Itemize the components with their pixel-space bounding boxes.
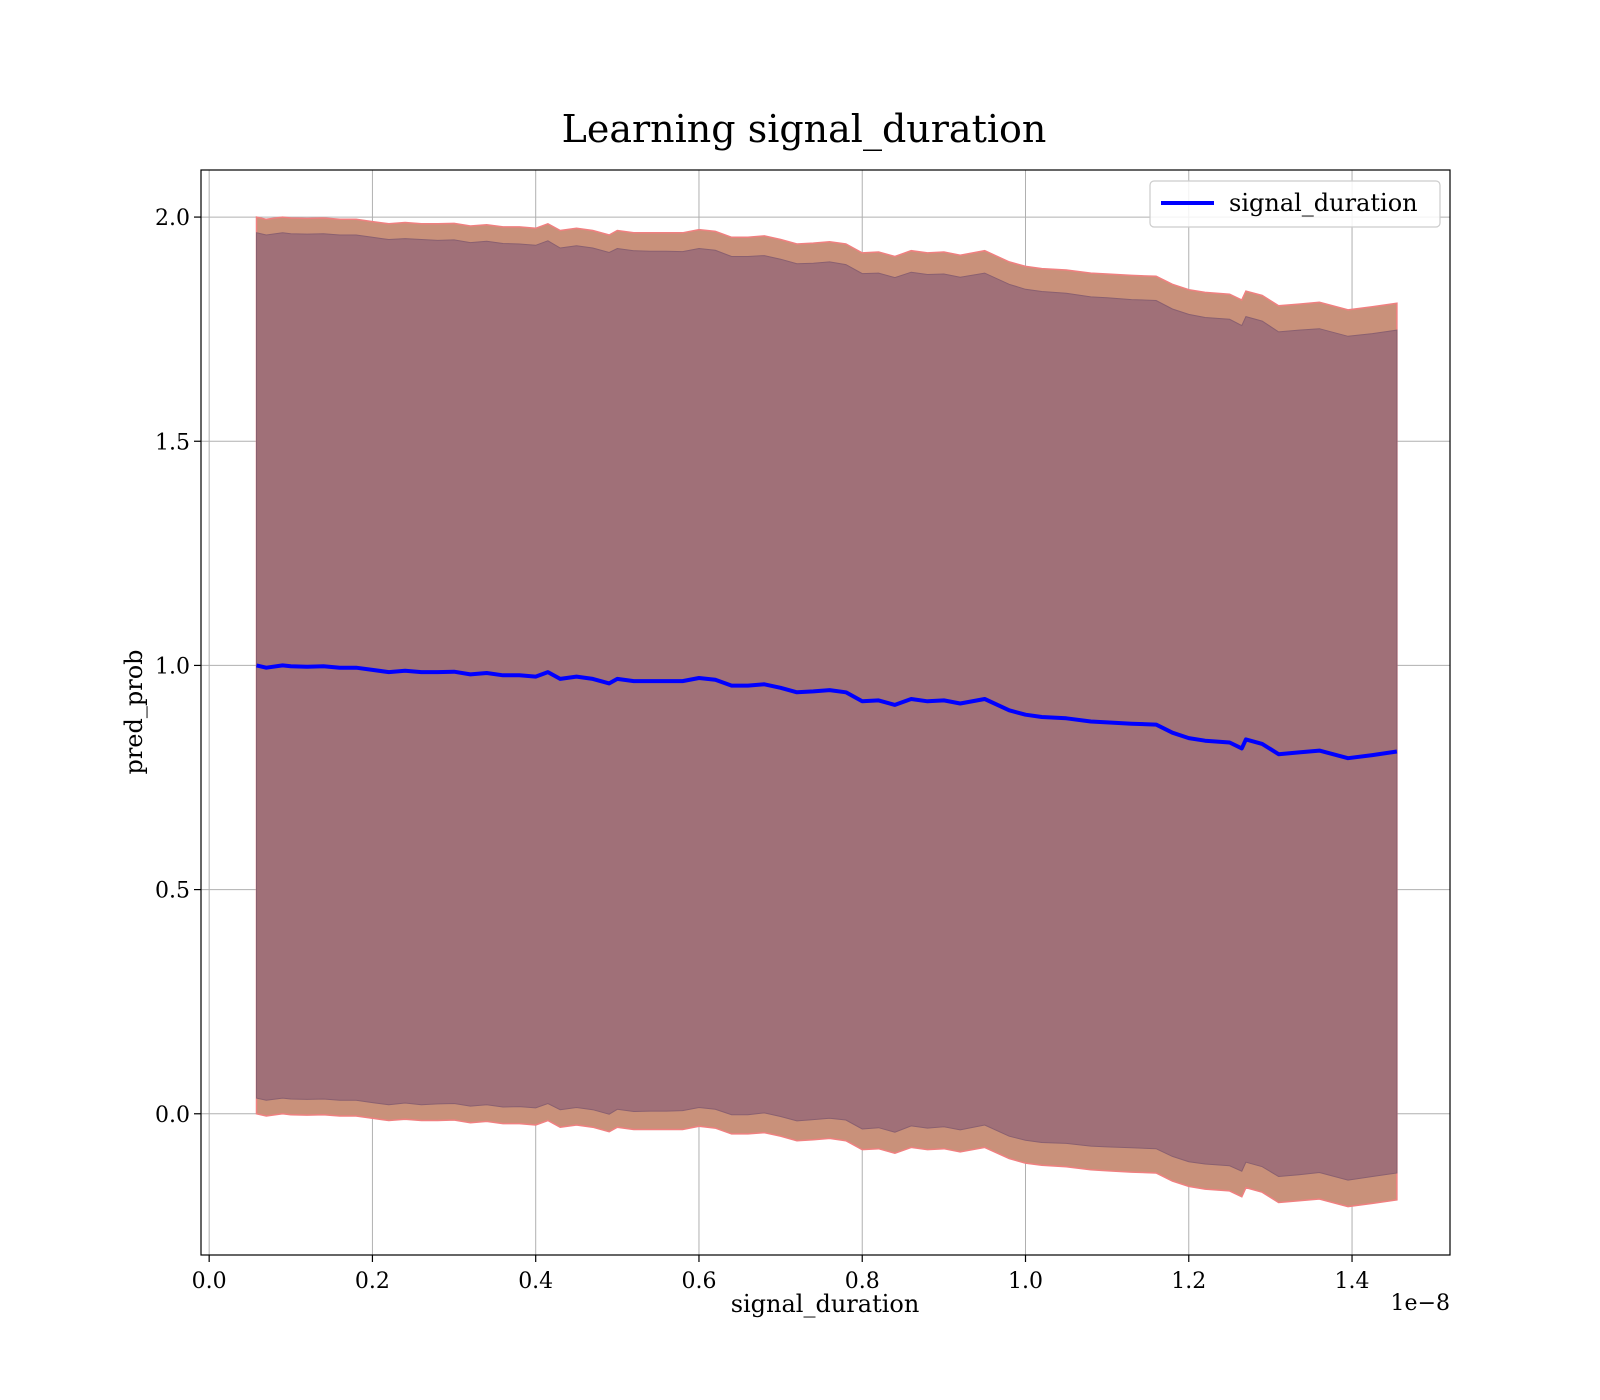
x-axis-label: signal_duration [731, 1290, 920, 1318]
x-tick-label: 1.0 [1008, 1269, 1043, 1294]
y-tick-label: 1.0 [155, 654, 190, 679]
y-tick-label: 0.0 [155, 1103, 190, 1128]
legend: signal_duration [1149, 180, 1441, 228]
x-tick-label: 0.8 [845, 1269, 880, 1294]
x-axis-ticks: 0.0 0.2 0.4 0.6 0.8 1.0 1.2 1.4 [192, 1255, 1370, 1294]
y-tick-label: 0.5 [155, 879, 190, 904]
x-axis-offset-label: 1e−8 [1391, 1291, 1450, 1316]
x-tick-label: 0.4 [518, 1269, 553, 1294]
y-tick-label: 1.5 [155, 430, 190, 455]
y-axis-label: pred_prob [120, 649, 148, 774]
series-line-signal-duration [256, 663, 1398, 761]
legend-entry-signal-duration: signal_duration [1229, 189, 1418, 217]
x-tick-label: 0.0 [192, 1269, 227, 1294]
x-tick-label: 1.4 [1335, 1269, 1370, 1294]
legend-box [1149, 180, 1441, 228]
y-tick-label: 2.0 [155, 206, 190, 231]
y-axis-ticks: 0.0 0.5 1.0 1.5 2.0 [155, 206, 201, 1128]
x-tick-label: 1.2 [1171, 1269, 1206, 1294]
x-tick-label: 0.6 [681, 1269, 716, 1294]
x-tick-label: 0.2 [355, 1269, 390, 1294]
inner-confidence-band [256, 232, 1398, 1181]
chart-title: Learning signal_duration [562, 107, 1047, 152]
plot-frame [200, 169, 1451, 1256]
